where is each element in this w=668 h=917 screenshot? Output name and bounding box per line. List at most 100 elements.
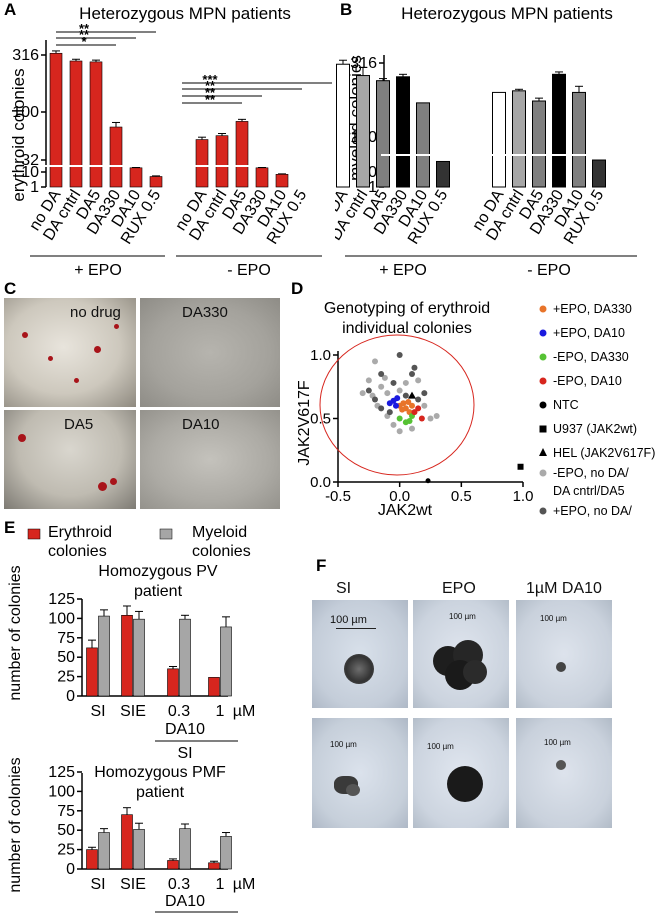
photo-f-col2-title: EPO <box>442 580 476 597</box>
point-plus-epo-da330 <box>409 402 415 409</box>
legend-label: +EPO, DA10 <box>553 326 625 340</box>
y-tick-label: 1.0 <box>310 347 331 364</box>
y-tick-label: 125 <box>48 764 75 781</box>
point-plus-epo-no-da <box>378 371 385 378</box>
legend-swatch <box>539 353 547 361</box>
point-plus-epo-no-da <box>402 392 409 399</box>
point-ntc <box>425 478 431 484</box>
point-minus-epo-no-da <box>409 425 415 432</box>
y-tick-label: 25 <box>57 669 75 686</box>
colony-blob <box>447 766 483 802</box>
point-plus-epo-no-da <box>409 371 415 378</box>
y-tick-label: 1 <box>30 179 39 196</box>
legend-swatch <box>539 507 547 515</box>
point-plus-epo-no-da <box>421 390 428 397</box>
colony-blob <box>344 654 374 684</box>
y-tick-label: 32 <box>21 152 39 169</box>
point-plus-epo-no-da <box>365 387 372 394</box>
bar <box>179 618 191 697</box>
bar <box>179 828 191 870</box>
photo-f-da10-top: 100 µm <box>516 600 612 708</box>
chart-b: Heterozygous MPN patients myeloid coloni… <box>335 4 668 279</box>
photo-da5-label: DA5 <box>64 416 94 433</box>
bar <box>121 614 133 697</box>
point-minus-epo-no-da <box>396 428 403 435</box>
bar <box>208 862 220 870</box>
legend-label: U937 (JAK2wt) <box>553 422 637 436</box>
photo-f-si-top: 100 µm <box>312 600 408 708</box>
point-minus-epo-no-da <box>365 377 372 384</box>
bar <box>208 677 220 697</box>
y-tick-label: 50 <box>57 649 75 666</box>
significance-mark: ** <box>205 85 216 100</box>
significance-mark: ** <box>79 21 90 36</box>
colony-blob <box>463 660 487 684</box>
y-tick-label: 10 <box>21 164 39 181</box>
point-plus-epo-da10 <box>392 402 399 409</box>
y-tick-label: 0 <box>66 688 75 705</box>
x-tick-label: SI <box>90 703 105 720</box>
chart-a-title: Heterozygous MPN patients <box>79 4 291 23</box>
bar <box>109 126 123 188</box>
scale-label-small: 100 µm <box>330 740 357 749</box>
x-tick-label: 0.0 <box>389 488 410 505</box>
colony-dot <box>22 332 28 338</box>
point-minus-epo-no-da <box>427 415 434 422</box>
bar <box>255 167 269 188</box>
bar <box>86 647 98 697</box>
chart-e1-base: SI <box>177 745 192 762</box>
significance-mark: *** <box>202 72 218 87</box>
point-hel <box>408 391 416 399</box>
panel-label-a: A <box>4 0 17 19</box>
point-plus-epo-no-da <box>372 396 378 403</box>
bar <box>129 167 143 188</box>
significance-mark: ** <box>205 92 216 107</box>
chart-e2-title-line1: Homozygous PMF <box>94 764 226 781</box>
legend-swatch <box>539 305 547 313</box>
x-tick-label: SI <box>90 876 105 893</box>
photo-f-da10-bottom: 100 µm <box>516 718 612 828</box>
photo-f-epo-top: 100 µm <box>413 600 509 708</box>
scale-label-small: 100 µm <box>540 614 567 623</box>
chart-d: Genotyping of erythroid individual colon… <box>296 300 655 519</box>
y-tick-label: 75 <box>57 803 75 820</box>
legend-label: +EPO, DA330 <box>553 302 632 316</box>
bar <box>220 626 232 697</box>
point-minus-epo-no-da <box>381 374 388 381</box>
point-minus-epo-no-da <box>378 383 385 390</box>
x-tick-label: 1 <box>216 703 225 720</box>
point-plus-epo-da10 <box>386 400 393 407</box>
bar <box>195 139 209 188</box>
point-minus-epo-no-da <box>415 377 422 384</box>
point-u937 <box>517 463 524 470</box>
bar <box>149 176 163 188</box>
x-tick-label: 1 <box>216 876 225 893</box>
point-minus-epo-da10 <box>418 415 425 422</box>
chart-e2-drug: DA10 <box>165 893 205 910</box>
panel-label-e: E <box>4 518 16 537</box>
colony-dot <box>74 378 79 383</box>
y-tick-label: 100 <box>48 610 75 627</box>
y-tick-label: 0.5 <box>310 411 331 428</box>
chart-d-ylabel: JAK2V617F <box>296 380 313 466</box>
chart-e1-title-line2: patient <box>134 583 183 600</box>
bar <box>86 849 98 870</box>
chart-a-ylabel: erythroid colonies <box>9 68 28 201</box>
y-tick-label: 125 <box>48 591 75 608</box>
bar <box>356 75 370 188</box>
chart-e1-title-line1: Homozygous PV <box>98 563 217 580</box>
chart-b-title: Heterozygous MPN patients <box>401 4 613 23</box>
photo-f-col1-title: SI <box>336 580 352 597</box>
photo-da330: DA330 <box>140 298 280 407</box>
colony-dot <box>114 324 119 329</box>
bar <box>275 174 289 188</box>
bar <box>133 618 145 697</box>
y-tick-label: 1 <box>368 179 377 196</box>
colony-dot <box>18 434 26 442</box>
point-plus-epo-no-da <box>415 396 422 403</box>
legend-myeloid-swatch <box>159 528 173 540</box>
bar <box>89 61 103 188</box>
bar <box>532 100 546 188</box>
bar <box>512 90 526 188</box>
chart-d-title-line2: individual colonies <box>342 320 472 337</box>
